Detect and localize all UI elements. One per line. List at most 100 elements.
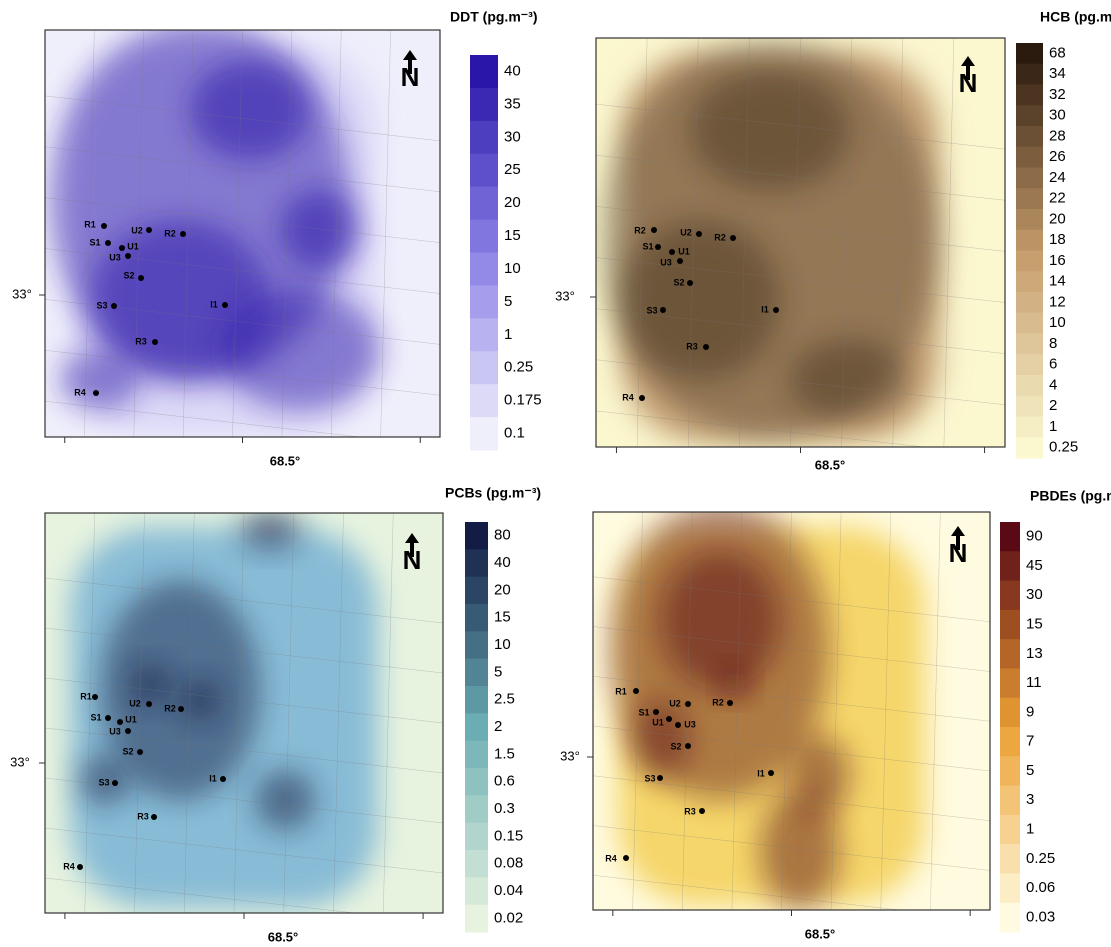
site-label: R3 <box>137 811 149 821</box>
legend-label: 8 <box>1049 335 1057 352</box>
legend-label: 1.5 <box>494 745 515 762</box>
legend-swatch <box>470 351 498 384</box>
legend-label: 28 <box>1049 127 1066 144</box>
site-dot <box>146 701 152 707</box>
legend-swatch <box>1000 610 1020 640</box>
contour-hotspot <box>180 680 220 720</box>
site-label: S1 <box>89 237 100 247</box>
site-dot <box>699 808 705 814</box>
legend-swatch <box>1016 147 1043 168</box>
legend-label: 4 <box>1049 376 1057 393</box>
panel-title: PBDEs (pg.m⁻³) <box>1030 488 1111 504</box>
site-label: S2 <box>123 270 134 280</box>
site-dot <box>773 307 779 313</box>
site-dot <box>639 395 645 401</box>
legend-swatch <box>1000 786 1020 816</box>
site-label: U1 <box>127 241 139 251</box>
legend-label: 15 <box>1026 615 1043 632</box>
legend-swatch <box>465 768 488 796</box>
legend-label: 30 <box>504 128 521 145</box>
longitude-label: 68.5° <box>805 926 836 941</box>
contour-hotspot <box>190 60 310 160</box>
legend-label: 40 <box>494 554 511 571</box>
legend-swatch <box>470 318 498 351</box>
site-dot <box>657 775 663 781</box>
map-panel <box>45 510 443 923</box>
site-dot <box>660 307 666 313</box>
legend-label: 14 <box>1049 273 1066 290</box>
site-dot <box>220 776 226 782</box>
site-dot <box>633 688 639 694</box>
site-label: R2 <box>712 697 724 707</box>
figure: NR1U2R2S1U1U3S2S3I1R3R433°68.5°DDT (pg.m… <box>0 0 1111 947</box>
legend-label: 1 <box>1026 820 1034 837</box>
site-label: U3 <box>109 252 121 262</box>
legend-swatch <box>1000 698 1020 728</box>
site-label: R4 <box>74 387 86 397</box>
site-label: I1 <box>210 299 218 309</box>
site-label: R1 <box>84 219 96 229</box>
legend-swatch <box>470 121 498 154</box>
legend-label: 5 <box>1026 762 1034 779</box>
site-dot <box>146 227 152 233</box>
site-dot <box>119 245 125 251</box>
legend-swatch <box>465 549 488 577</box>
legend-label: 0.25 <box>504 359 533 376</box>
site-dot <box>137 749 143 755</box>
site-dot <box>655 244 661 250</box>
legend-label: 68 <box>1049 44 1066 61</box>
legend-swatch <box>1016 396 1043 417</box>
legend-label: 0.25 <box>1049 439 1078 456</box>
legend-label: 1 <box>1049 418 1057 435</box>
legend-swatch <box>470 55 498 88</box>
legend-label: 0.08 <box>494 855 523 872</box>
site-dot <box>669 249 675 255</box>
site-dot <box>696 231 702 237</box>
legend-label: 0.04 <box>494 882 523 899</box>
site-label: U1 <box>125 714 137 724</box>
legend-swatch <box>1016 354 1043 375</box>
legend-label: 10 <box>504 260 521 277</box>
legend-label: 0.03 <box>1026 908 1055 925</box>
site-label: S3 <box>646 305 657 315</box>
site-label: U2 <box>680 227 692 237</box>
legend-label: 0.175 <box>504 392 542 409</box>
north-label: N <box>403 545 422 575</box>
legend-label: 25 <box>504 161 521 178</box>
legend-swatch <box>465 905 488 933</box>
legend-swatch <box>470 88 498 121</box>
longitude-label: 68.5° <box>268 929 299 944</box>
legend-swatch <box>1016 230 1043 251</box>
legend-swatch <box>1016 313 1043 334</box>
latitude-label: 33° <box>560 748 580 763</box>
site-label: U3 <box>684 719 696 729</box>
contour-hotspot <box>690 70 850 190</box>
contour-hotspot <box>660 550 780 690</box>
legend-swatch <box>465 522 488 550</box>
legend-swatch <box>1016 334 1043 355</box>
legend-label: 80 <box>494 527 511 544</box>
legend-swatch <box>1000 581 1020 611</box>
site-dot <box>666 716 672 722</box>
legend-label: 6 <box>1049 356 1057 373</box>
legend-swatch <box>465 604 488 632</box>
legend-swatch <box>1000 727 1020 757</box>
legend-label: 0.6 <box>494 773 515 790</box>
map-panel <box>45 20 440 446</box>
legend-swatch <box>1016 251 1043 272</box>
legend-label: 45 <box>1026 557 1043 574</box>
site-dot <box>178 706 184 712</box>
legend-swatch <box>470 417 498 450</box>
site-dot <box>685 743 691 749</box>
site-dot <box>687 280 693 286</box>
site-label: S2 <box>122 746 133 756</box>
legend-label: 2 <box>494 718 502 735</box>
site-label: S1 <box>90 712 101 722</box>
legend-label: 0.15 <box>494 827 523 844</box>
legend-label: 30 <box>1026 586 1043 603</box>
panel-title: HCB (pg.m⁻³) <box>1040 9 1111 25</box>
north-label: N <box>401 62 420 92</box>
site-dot <box>117 719 123 725</box>
legend-swatch <box>1016 85 1043 106</box>
legend-swatch <box>470 220 498 253</box>
